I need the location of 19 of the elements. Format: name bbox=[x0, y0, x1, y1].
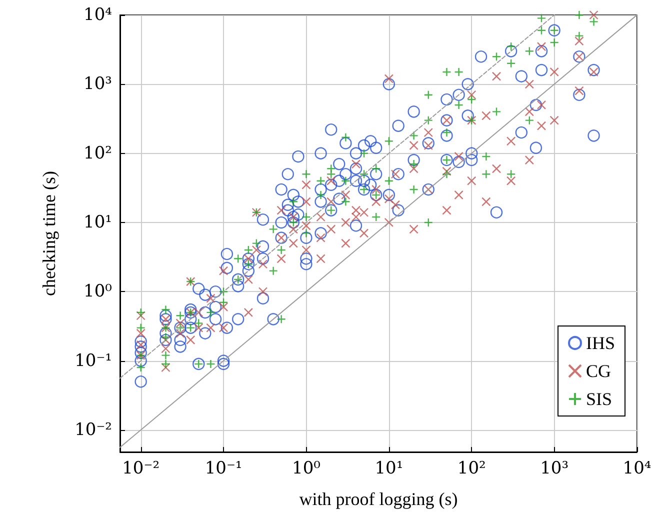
y-tick-label: 10² bbox=[84, 143, 112, 164]
x-tick-label: 10⁰ bbox=[292, 458, 321, 478]
y-tick-label: 10³ bbox=[84, 74, 112, 94]
x-tick-label: 10⁴ bbox=[622, 458, 652, 478]
y-tick-label: 10⁻¹ bbox=[74, 350, 112, 371]
legend-label: CG bbox=[586, 361, 612, 381]
y-axis-title: checking time (s) bbox=[39, 171, 59, 296]
x-tick-label: 10¹ bbox=[374, 458, 404, 478]
y-tick-label: 10⁴ bbox=[84, 5, 112, 25]
x-axis-title: with proof logging (s) bbox=[299, 489, 458, 509]
x-tick-label: 10³ bbox=[540, 458, 569, 478]
x-tick-label: 10⁻¹ bbox=[204, 458, 242, 478]
x-tick-label: 10⁻² bbox=[122, 458, 160, 478]
legend-label: SIS bbox=[586, 389, 612, 409]
y-tick-label: 10⁰ bbox=[84, 282, 112, 302]
y-tick-label: 10⁻² bbox=[74, 420, 112, 440]
x-tick-label: 10² bbox=[457, 458, 486, 478]
legend-label: IHS bbox=[586, 333, 616, 353]
y-tick-label: 10¹ bbox=[84, 212, 112, 232]
